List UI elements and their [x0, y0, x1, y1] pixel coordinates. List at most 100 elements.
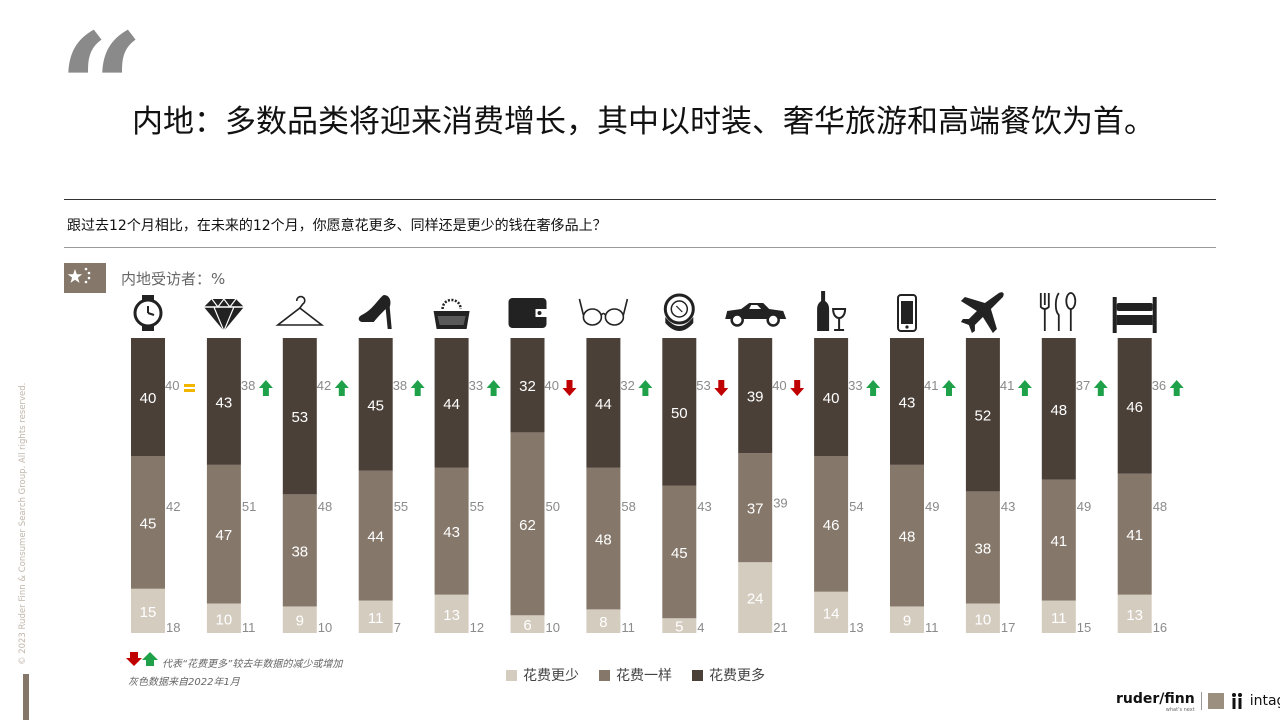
prev-label-same: 49 — [925, 499, 939, 514]
prev-label-more: 40 — [545, 378, 559, 393]
high-heel-icon — [358, 295, 392, 329]
bar-segment-same — [282, 494, 317, 607]
bar-segment-less — [510, 615, 545, 633]
bar-segment-more — [131, 338, 165, 456]
data-label-less: 10 — [975, 611, 992, 628]
bar-segment-less — [814, 591, 849, 633]
data-label-same: 37 — [747, 501, 764, 518]
prev-label-same: 43 — [697, 499, 711, 514]
data-label-more: 53 — [291, 409, 308, 426]
bar-segment-same — [131, 456, 165, 589]
data-label-same: 46 — [823, 517, 840, 534]
data-label-less: 6 — [523, 617, 531, 634]
wine-icon — [817, 291, 847, 331]
prev-label-less: 7 — [394, 620, 401, 635]
ruderfinn-logo-text: ruder/finn — [1116, 691, 1195, 707]
bar-segment-less — [358, 600, 393, 633]
data-label-same: 48 — [899, 529, 916, 546]
bar-segment-more — [814, 338, 849, 456]
prev-label-more: 40 — [165, 378, 179, 393]
data-label-less: 15 — [140, 604, 157, 621]
data-label-same: 45 — [140, 515, 157, 532]
prev-label-less: 11 — [925, 620, 939, 635]
accent-bar — [23, 674, 29, 720]
prev-label-more: 33 — [848, 378, 862, 393]
legend-swatch-more — [692, 669, 703, 681]
prev-label-less: 11 — [242, 620, 256, 635]
prev-label-same: 39 — [773, 496, 787, 511]
csg-logo — [1207, 692, 1224, 709]
bed-icon — [1112, 297, 1157, 333]
prev-label-same: 55 — [470, 499, 484, 514]
airplane-icon — [960, 292, 1004, 333]
prev-label-less: 15 — [1077, 620, 1091, 635]
prev-label-less: 4 — [697, 620, 704, 635]
trend-up-icon — [258, 380, 273, 396]
bar-segment-less — [131, 588, 165, 633]
bar-segment-same — [510, 432, 545, 616]
trend-up-icon — [410, 380, 425, 396]
handbag-icon — [433, 298, 470, 329]
trend-up-icon — [1017, 380, 1032, 396]
ruderfinn-logo-tagline: what's next — [1165, 707, 1195, 713]
legend-label-less: 花费更少 — [523, 668, 579, 684]
bar-segment-less — [586, 609, 621, 633]
bar-segment-same — [738, 453, 773, 563]
bar-segment-less — [662, 618, 697, 633]
prev-label-less: 13 — [849, 620, 863, 635]
cutlery-icon — [1039, 292, 1077, 331]
prev-label-more: 41 — [924, 378, 938, 393]
bar-segment-same — [586, 467, 621, 610]
bar-segment-same — [434, 467, 469, 595]
legend-label-same: 花费一样 — [616, 668, 672, 684]
data-label-less: 9 — [903, 613, 911, 630]
bar-segment-same — [890, 464, 924, 607]
prev-label-same: 51 — [242, 499, 256, 514]
wallet-icon — [508, 298, 547, 328]
data-label-less: 24 — [747, 591, 764, 608]
hanger-icon — [275, 295, 325, 326]
survey-question: 跟过去12个月相比，在未来的12个月，你愿意花更多、同样还是更少的钱在奢侈品上？ — [67, 218, 607, 234]
trend-up-icon — [486, 380, 501, 396]
bar-segment-same — [814, 456, 849, 592]
legend-item-same: 花费一样 — [599, 665, 672, 685]
trend-up-icon — [1169, 380, 1184, 396]
bar-segment-more — [282, 338, 317, 495]
data-label-same: 41 — [1050, 533, 1067, 550]
quote-mark: “ — [58, 1, 145, 177]
bar-segment-less — [965, 603, 1000, 633]
prev-label-more: 38 — [241, 378, 255, 393]
legend-swatch-same — [599, 669, 610, 681]
bar-segment-more — [662, 338, 697, 486]
data-label-same: 45 — [671, 545, 688, 562]
trend-up-icon — [1093, 380, 1108, 396]
legend-item-more: 花费更多 — [692, 665, 765, 685]
prev-label-same: 49 — [1077, 499, 1091, 514]
trend-down-icon — [714, 380, 729, 396]
prev-label-less: 11 — [621, 620, 635, 635]
data-label-more: 48 — [1050, 402, 1067, 419]
data-label-more: 52 — [975, 408, 992, 425]
watch-icon — [133, 295, 163, 331]
bar-segment-more — [358, 338, 393, 471]
data-label-less: 9 — [296, 613, 304, 630]
bar-segment-more — [510, 338, 545, 433]
bar-segment-more — [738, 338, 773, 454]
data-label-more: 44 — [595, 396, 612, 413]
china-flag-icon — [64, 263, 106, 293]
data-label-same: 44 — [367, 529, 384, 546]
prev-label-more: 41 — [1000, 378, 1014, 393]
chart-legend: 花费更少 花费一样 花费更多 — [506, 665, 765, 685]
bar-segment-more — [206, 338, 241, 465]
data-label-more: 45 — [367, 397, 384, 414]
glasses-icon — [578, 298, 629, 326]
data-label-more: 32 — [519, 378, 536, 395]
data-label-more: 50 — [671, 405, 688, 422]
data-label-same: 38 — [975, 540, 992, 557]
bar-segment-less — [434, 594, 469, 633]
legend-label-more: 花费更多 — [709, 668, 765, 684]
bar-segment-more — [1117, 338, 1152, 474]
data-label-more: 46 — [1126, 399, 1143, 416]
prev-label-same: 54 — [849, 499, 863, 514]
trend-down-icon — [562, 380, 577, 396]
